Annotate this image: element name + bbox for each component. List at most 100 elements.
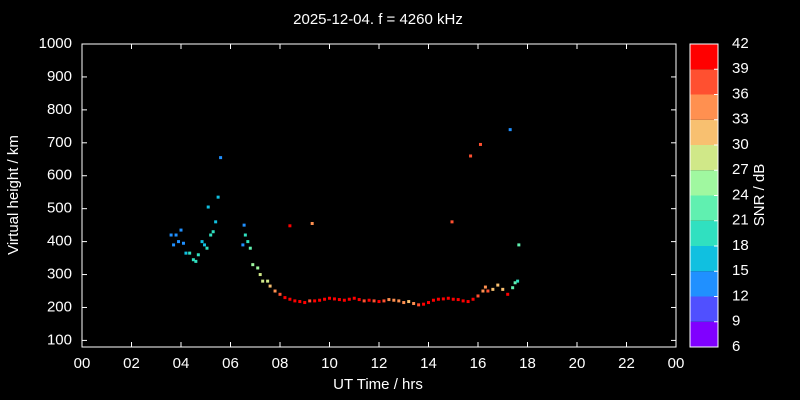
data-point	[318, 298, 322, 302]
data-point	[436, 297, 440, 301]
data-point	[392, 298, 396, 302]
colorbar-bin	[690, 246, 718, 272]
colorbar-tick-label: 18	[732, 237, 749, 254]
data-point	[293, 299, 297, 303]
data-point	[342, 298, 346, 302]
data-point	[469, 154, 473, 158]
x-tick-label: 06	[222, 355, 239, 372]
data-point	[313, 299, 317, 303]
data-point	[332, 297, 336, 301]
data-point	[491, 287, 495, 291]
data-point	[441, 297, 445, 301]
y-tick-label: 200	[47, 298, 72, 315]
data-point	[412, 302, 416, 306]
data-point	[209, 233, 213, 237]
x-axis-label: UT Time / hrs	[333, 376, 423, 393]
colorbar-bin	[690, 296, 718, 322]
colorbar-bin	[690, 69, 718, 95]
x-tick-label: 12	[371, 355, 388, 372]
colorbar-tick-label: 42	[732, 35, 749, 52]
data-point	[298, 300, 302, 304]
y-axis-label: Virtual height / km	[5, 135, 22, 255]
y-tick-label: 800	[47, 101, 72, 118]
data-point	[200, 240, 204, 244]
data-point	[261, 279, 265, 283]
data-point	[352, 296, 356, 300]
y-tick-label: 300	[47, 266, 72, 283]
y-tick-label: 900	[47, 68, 72, 85]
x-tick-label: 04	[173, 355, 190, 372]
data-point	[172, 243, 176, 247]
data-point	[283, 296, 287, 300]
data-point	[174, 233, 178, 237]
data-point	[501, 287, 505, 291]
data-point	[251, 263, 255, 267]
data-point	[506, 292, 510, 296]
data-point	[451, 297, 455, 301]
colorbar-tick-label: 9	[732, 313, 740, 330]
colorbar-tick-label: 39	[732, 60, 749, 77]
data-point	[256, 266, 260, 270]
data-point	[181, 241, 185, 245]
colorbar-tick-label: 30	[732, 136, 749, 153]
data-point	[347, 297, 351, 301]
data-point	[188, 251, 192, 255]
data-point	[243, 233, 247, 237]
colorbar-bin	[690, 271, 718, 297]
data-point	[461, 299, 465, 303]
data-point	[517, 243, 521, 247]
y-tick-label: 700	[47, 134, 72, 151]
data-point	[362, 299, 366, 303]
data-point	[513, 281, 517, 285]
data-point	[377, 300, 381, 304]
x-tick-label: 16	[470, 355, 487, 372]
colorbar-bin	[690, 321, 718, 347]
data-point	[417, 303, 421, 307]
colorbar-tick-label: 6	[732, 338, 740, 355]
x-tick-label: 08	[272, 355, 289, 372]
colorbar-tick-label: 21	[732, 212, 749, 229]
data-point	[177, 240, 181, 244]
colorbar-bin	[690, 195, 718, 221]
data-point	[427, 301, 430, 305]
x-tick-label: 00	[668, 355, 685, 372]
data-point	[273, 289, 277, 293]
x-tick-label: 20	[569, 355, 586, 372]
colorbar-bin	[690, 94, 718, 120]
colorbar-bin	[690, 220, 718, 246]
data-point	[476, 294, 480, 298]
x-tick-label: 14	[420, 355, 437, 372]
data-point	[248, 246, 252, 250]
data-point	[486, 289, 490, 293]
x-tick-label: 10	[321, 355, 338, 372]
data-point	[266, 279, 270, 283]
data-point	[184, 251, 188, 255]
data-point	[456, 298, 460, 302]
data-point	[446, 296, 450, 300]
data-point	[203, 243, 207, 247]
data-point	[508, 128, 512, 132]
y-tick-label: 400	[47, 233, 72, 250]
colorbar-bin	[690, 145, 718, 171]
data-point	[367, 298, 371, 302]
data-point	[422, 302, 426, 306]
colorbar-label: SNR / dB	[751, 164, 768, 227]
data-point	[288, 224, 292, 228]
y-tick-label: 500	[47, 200, 72, 217]
data-point	[387, 298, 391, 302]
colorbar-bin	[690, 44, 718, 70]
chart-title: 2025-12-04. f = 4260 kHz	[293, 11, 463, 28]
colorbar-tick-label: 24	[732, 186, 749, 203]
data-point	[483, 285, 487, 289]
data-point	[308, 299, 312, 303]
data-point	[328, 296, 331, 300]
data-point	[179, 228, 183, 232]
data-point	[372, 299, 376, 303]
data-point	[242, 223, 246, 227]
data-point	[196, 253, 200, 257]
data-point	[216, 195, 220, 199]
colorbar-tick-label: 33	[732, 111, 749, 128]
data-point	[431, 298, 435, 302]
y-tick-label: 600	[47, 167, 72, 184]
